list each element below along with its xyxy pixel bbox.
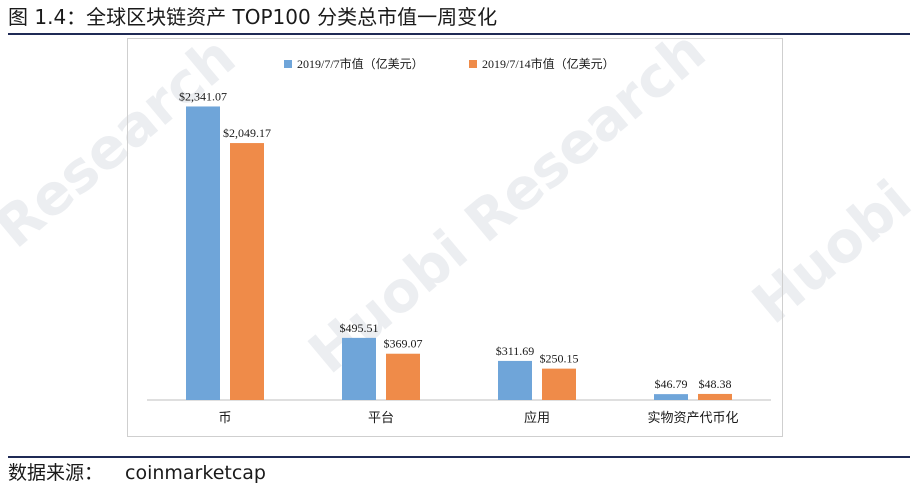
bar-4-series-2 — [698, 393, 732, 400]
data-label-2-series-1: $495.51 — [340, 321, 379, 335]
x-tick-label-2: 平台 — [368, 411, 394, 426]
source-rule — [8, 456, 910, 458]
data-label-1-series-1: $2,341.07 — [179, 89, 227, 103]
figure-title: 图 1.4：全球区块链资产 TOP100 分类总市值一周变化 — [8, 5, 498, 29]
data-label-4-series-1: $46.79 — [655, 377, 688, 391]
data-label-1-series-2: $2,049.17 — [223, 126, 271, 140]
data-label-3-series-1: $311.69 — [496, 344, 535, 358]
legend-label-2: 2019/7/14市值（亿美元） — [482, 56, 615, 71]
source-label: 数据来源： — [8, 462, 104, 484]
x-tick-label-1: 币 — [218, 411, 231, 426]
bar-4-series-1 — [654, 394, 688, 400]
bar-2-series-2 — [386, 353, 420, 400]
legend-swatch-2 — [469, 60, 477, 68]
source-value: coinmarketcap — [125, 462, 266, 484]
source-line: 数据来源： coinmarketcap — [8, 460, 266, 486]
chart-frame — [127, 38, 783, 437]
bar-2-series-1 — [342, 337, 376, 400]
legend-swatch-1 — [284, 60, 292, 68]
data-label-3-series-2: $250.15 — [540, 352, 579, 366]
x-tick-label-4: 实物资产代币化 — [647, 411, 738, 426]
bar-3-series-2 — [542, 368, 576, 400]
bar-1-series-2 — [230, 143, 264, 400]
legend-label-1: 2019/7/7市值（亿美元） — [297, 56, 424, 71]
x-tick-label-3: 应用 — [524, 410, 550, 426]
title-rule — [8, 33, 910, 35]
bar-1-series-1 — [186, 106, 220, 401]
data-label-4-series-2: $48.38 — [699, 377, 732, 391]
bar-3-series-1 — [498, 360, 532, 400]
data-label-2-series-2: $369.07 — [384, 337, 423, 351]
